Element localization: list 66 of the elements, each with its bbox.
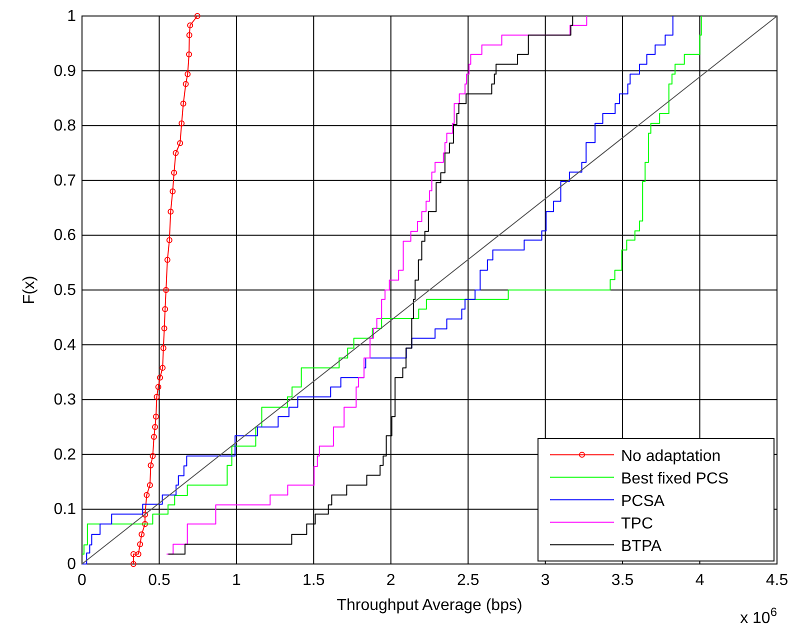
point <box>186 32 192 38</box>
point <box>182 80 189 87</box>
point <box>178 120 185 126</box>
point <box>154 394 160 400</box>
point <box>130 551 136 558</box>
point <box>130 561 136 567</box>
x-tick-label: 4.5 <box>766 572 788 589</box>
point <box>150 453 156 460</box>
point <box>138 531 145 538</box>
point <box>163 287 170 293</box>
y-tick-label: 0.7 <box>54 172 76 190</box>
point <box>152 414 159 420</box>
y-tick-label: 0.3 <box>54 392 76 409</box>
legend-label: Best fixed PCS <box>621 470 729 488</box>
point <box>184 71 191 78</box>
text: x 10$^{6}$ <box>740 605 778 627</box>
point <box>180 100 186 107</box>
point <box>142 512 148 518</box>
x-tick-label: 4 <box>695 572 704 589</box>
legend-label: BTPA <box>621 538 662 555</box>
point <box>177 140 184 146</box>
legend-label: TPC <box>621 515 653 532</box>
point <box>156 374 163 381</box>
point <box>187 22 194 28</box>
point <box>186 51 192 58</box>
x-tick-label: 0.5 <box>148 572 170 589</box>
point <box>164 256 170 263</box>
y-tick-label: 0 <box>67 556 76 573</box>
point <box>137 541 144 548</box>
point <box>135 551 142 558</box>
point <box>194 13 200 19</box>
point <box>172 150 179 156</box>
y-tick-label: 0.6 <box>54 227 76 244</box>
point <box>152 424 158 430</box>
x-tick-label: 2 <box>386 572 396 589</box>
x-tick-label: 0 <box>78 572 87 589</box>
y-tick-label: 0.5 <box>54 282 76 299</box>
point <box>170 188 176 194</box>
y-tick-label: 0.1 <box>54 501 76 518</box>
point <box>150 434 157 440</box>
y-axis-title: F(x) <box>21 276 38 304</box>
x-tick-label: 1.5 <box>302 572 325 589</box>
point <box>166 237 172 244</box>
point <box>160 364 166 371</box>
y-tick-label: 0.9 <box>54 62 76 80</box>
point <box>160 345 166 352</box>
point <box>142 520 148 527</box>
point <box>144 492 150 498</box>
x-tick-label: 1 <box>232 572 241 589</box>
point <box>146 482 153 488</box>
x-tick-label: 3 <box>540 572 550 589</box>
y-tick-label: 1 <box>67 8 76 25</box>
x-tick-label: 3.5 <box>611 572 634 589</box>
y-tick-label: 0.2 <box>54 446 76 464</box>
x-axis-title: Throughput Average (bps) <box>336 597 522 614</box>
legend-label: No adaptation <box>621 448 721 465</box>
point <box>155 384 162 390</box>
point <box>171 170 178 176</box>
y-tick-label: 0.8 <box>54 118 76 135</box>
point <box>162 306 168 312</box>
x-tick-label: 2.5 <box>456 572 480 589</box>
point <box>161 325 168 332</box>
y-tick-label: 0.4 <box>54 336 76 354</box>
legend-label: PCSA <box>621 492 665 510</box>
point <box>148 462 154 468</box>
point <box>168 208 174 215</box>
